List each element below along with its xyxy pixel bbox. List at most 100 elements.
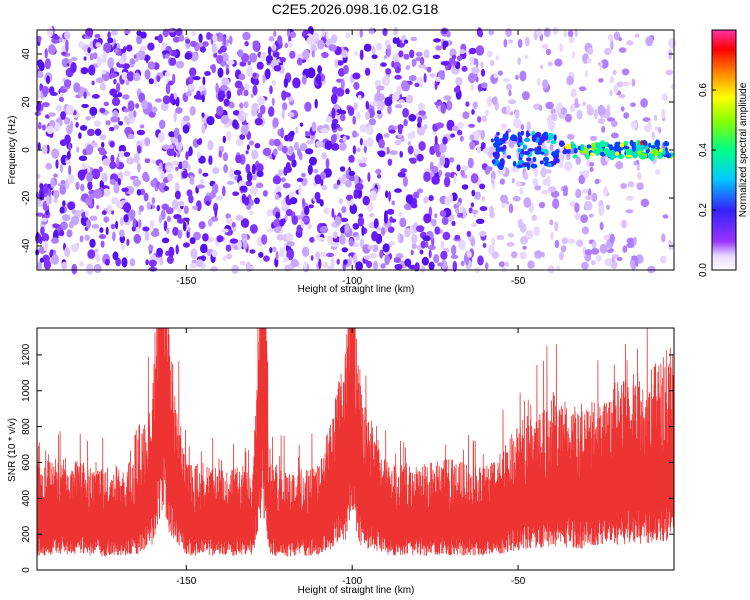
spectrogram-cell bbox=[156, 247, 164, 256]
spectrogram-cell bbox=[460, 169, 465, 177]
spectrogram-cell bbox=[42, 254, 50, 264]
spectrogram-cell bbox=[384, 96, 393, 107]
spectrogram-cell bbox=[175, 166, 179, 171]
spectrogram-cell bbox=[91, 142, 98, 148]
spectrogram-cell bbox=[603, 186, 608, 197]
spectrogram-band-cell bbox=[585, 147, 589, 156]
spectrogram-cell bbox=[440, 103, 447, 114]
spectrogram-band-cell bbox=[547, 163, 552, 168]
spectrogram-cell bbox=[631, 120, 638, 130]
spectrogram-cell bbox=[589, 166, 594, 172]
spectrogram-cell bbox=[287, 96, 294, 102]
spectrogram-cell bbox=[38, 236, 43, 244]
spectrogram-cell bbox=[310, 44, 317, 54]
spectrogram-cell bbox=[336, 109, 344, 114]
spectrogram-cell bbox=[160, 102, 169, 112]
spectrogram-cell bbox=[289, 50, 296, 59]
spectrogram-cell bbox=[336, 258, 340, 265]
spectrogram-cell bbox=[165, 53, 170, 59]
spectrogram-cell bbox=[187, 164, 191, 171]
spectrogram-cell bbox=[41, 144, 48, 155]
spectrogram-cell bbox=[178, 161, 183, 170]
spectrogram-cell bbox=[338, 198, 344, 205]
spectrogram-cell bbox=[226, 180, 235, 185]
spectrogram-cell bbox=[288, 40, 293, 49]
spectrogram-cell bbox=[125, 186, 135, 195]
spectrogram-cell bbox=[348, 170, 356, 177]
spectrogram-band-cell bbox=[653, 149, 659, 157]
spectrogram-cell bbox=[166, 147, 175, 157]
spectrogram-cell bbox=[51, 237, 59, 244]
spectrogram-cell bbox=[281, 90, 287, 101]
spectrogram-cell bbox=[85, 91, 91, 97]
snr-x-tick-label: -150 bbox=[176, 576, 196, 587]
spectrogram-cell bbox=[232, 226, 237, 232]
spectrogram-cell bbox=[286, 249, 294, 261]
snr-y-tick-label: 400 bbox=[21, 490, 32, 507]
spectrogram-cell bbox=[305, 139, 314, 145]
spectrogram-cell bbox=[456, 55, 463, 61]
spectrogram-cell bbox=[249, 224, 258, 234]
spectrogram-cell bbox=[141, 99, 149, 110]
spectrogram-cell bbox=[132, 179, 142, 187]
spectrogram-cell bbox=[584, 70, 588, 78]
spectrogram-cell bbox=[89, 106, 98, 116]
spectrogram-cell bbox=[105, 226, 109, 236]
spectrogram-cell bbox=[394, 139, 402, 146]
spectrogram-cell bbox=[163, 220, 168, 232]
spectrogram-cell bbox=[384, 254, 390, 266]
spectrogram-cell bbox=[341, 206, 347, 214]
spectrogram-cell bbox=[101, 141, 105, 148]
spectrogram-cell bbox=[493, 72, 498, 79]
spectrogram-cell bbox=[590, 260, 596, 266]
spectrogram-cell bbox=[451, 220, 456, 226]
spectrogram-cell bbox=[98, 234, 107, 240]
spectrogram-cell bbox=[164, 71, 170, 78]
spectrogram-cell bbox=[376, 85, 385, 91]
spectrogram-cell bbox=[234, 176, 238, 181]
spectrogram-cell bbox=[216, 235, 224, 243]
spectrogram-cell bbox=[352, 130, 357, 138]
spectrogram-cell bbox=[249, 249, 256, 254]
spectrogram-cell bbox=[99, 180, 105, 190]
spectrogram-cell bbox=[334, 58, 338, 68]
spectrogram-y-tick-label: 0 bbox=[21, 147, 32, 153]
spectrogram-cell bbox=[416, 122, 422, 128]
spectrogram-cell bbox=[175, 141, 183, 151]
spectrogram-cell bbox=[376, 93, 385, 102]
spectrogram-cell bbox=[571, 50, 575, 59]
spectrogram-cell bbox=[262, 147, 272, 157]
spectrogram-cell bbox=[665, 69, 673, 76]
spectrogram-cell bbox=[273, 30, 277, 37]
spectrogram-cell bbox=[388, 129, 396, 134]
spectrogram-y-tick-label: -40 bbox=[21, 238, 32, 253]
spectrogram-cell bbox=[301, 74, 307, 85]
spectrogram-cell bbox=[192, 205, 198, 210]
spectrogram-cell bbox=[428, 249, 432, 259]
spectrogram-cell bbox=[392, 37, 398, 44]
spectrogram-cell bbox=[591, 192, 598, 202]
spectrogram-cell bbox=[418, 110, 426, 116]
spectrogram-cell bbox=[434, 135, 438, 145]
spectrogram-cell bbox=[588, 213, 594, 218]
spectrogram-cell bbox=[111, 210, 115, 215]
spectrogram-cell bbox=[505, 83, 513, 91]
spectrogram-cell bbox=[550, 231, 554, 241]
spectrogram-cell bbox=[255, 163, 264, 173]
spectrogram-cell bbox=[495, 55, 500, 61]
spectrogram-band-cell bbox=[629, 139, 634, 147]
spectrogram-cell bbox=[376, 226, 382, 231]
spectrogram-cell bbox=[172, 226, 179, 236]
spectrogram-cell bbox=[339, 166, 346, 172]
spectrogram-cell bbox=[348, 238, 354, 247]
spectrogram-band-cell bbox=[520, 130, 525, 136]
spectrogram-cell bbox=[417, 102, 426, 112]
spectrogram-cell bbox=[413, 148, 421, 155]
spectrogram-cell bbox=[116, 156, 120, 168]
spectrogram-cell bbox=[415, 51, 423, 57]
spectrogram-cell bbox=[182, 124, 190, 134]
spectrogram-cell bbox=[609, 233, 615, 244]
spectrogram-cell bbox=[294, 141, 299, 151]
spectrogram-cell bbox=[59, 139, 67, 147]
spectrogram-cell bbox=[461, 65, 468, 72]
